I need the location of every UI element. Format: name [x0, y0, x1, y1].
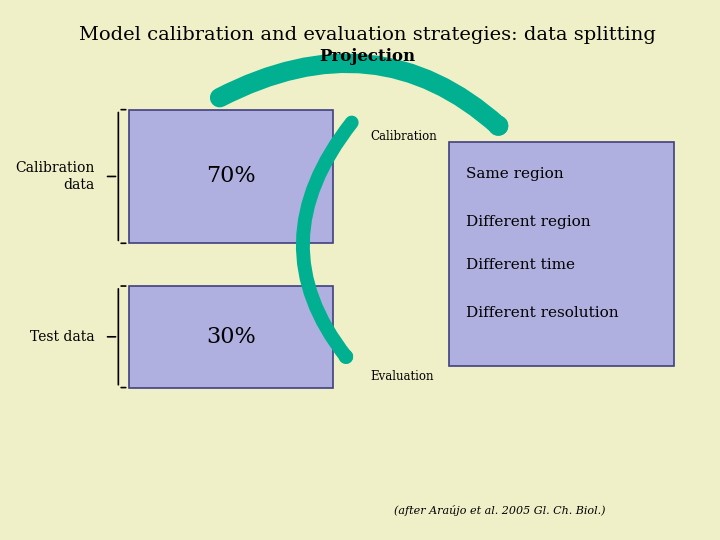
Text: Projection: Projection: [319, 48, 415, 65]
Text: 70%: 70%: [206, 165, 256, 187]
Text: Different resolution: Different resolution: [466, 306, 618, 320]
Text: Different time: Different time: [466, 258, 575, 272]
FancyBboxPatch shape: [129, 286, 333, 388]
FancyArrowPatch shape: [220, 63, 498, 126]
Text: Same region: Same region: [466, 167, 564, 181]
FancyBboxPatch shape: [449, 141, 674, 366]
Text: (after Araújo et al. 2005 Gl. Ch. Biol.): (after Araújo et al. 2005 Gl. Ch. Biol.): [394, 505, 606, 516]
Text: Evaluation: Evaluation: [371, 370, 434, 383]
Text: Calibration: Calibration: [371, 130, 437, 143]
FancyBboxPatch shape: [129, 110, 333, 244]
Text: Model calibration and evaluation strategies: data splitting: Model calibration and evaluation strateg…: [78, 26, 655, 44]
Text: 30%: 30%: [206, 326, 256, 348]
Text: Test data: Test data: [30, 330, 94, 344]
FancyArrowPatch shape: [303, 123, 351, 357]
Text: Different region: Different region: [466, 215, 590, 229]
Text: Calibration
data: Calibration data: [15, 161, 94, 192]
